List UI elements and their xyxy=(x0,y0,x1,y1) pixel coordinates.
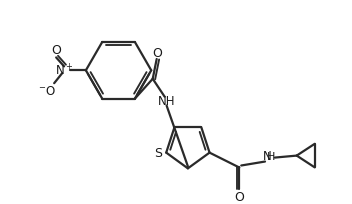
Text: N: N xyxy=(263,149,271,162)
Text: $^{-}$O: $^{-}$O xyxy=(38,84,56,97)
Text: O: O xyxy=(234,190,244,203)
Text: N$^+$: N$^+$ xyxy=(55,63,73,79)
Text: O: O xyxy=(51,44,61,57)
Text: O: O xyxy=(153,46,163,59)
Text: S: S xyxy=(154,146,162,159)
Text: H: H xyxy=(267,151,275,161)
Text: NH: NH xyxy=(158,95,175,108)
